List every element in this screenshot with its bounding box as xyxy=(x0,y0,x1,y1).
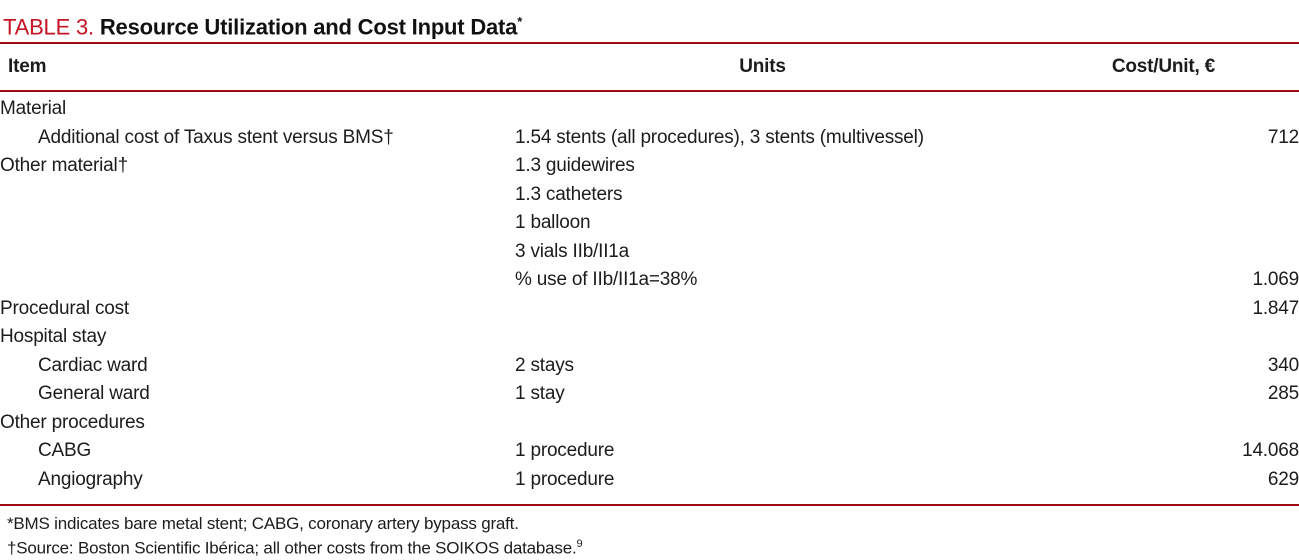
units-cell: 1 procedure xyxy=(515,440,615,461)
units-cell xyxy=(515,95,1010,124)
item-cell: Additional cost of Taxus stent versus BM… xyxy=(38,126,394,148)
table-row: % use of IIb/II1a=38% 1.069 xyxy=(0,266,1299,295)
item-cell: Other material† xyxy=(0,155,128,176)
table-row: Additional cost of Taxus stent versus BM… xyxy=(0,124,1299,153)
table-row: Other procedures xyxy=(0,409,1299,438)
cost-cell xyxy=(1010,181,1299,210)
units-cell: 1.3 guidewires xyxy=(515,155,635,176)
page-title: TABLE 3. Resource Utilization and Cost I… xyxy=(0,0,1299,42)
top-rule xyxy=(0,42,1299,44)
bottom-rule xyxy=(0,504,1299,506)
units-cell: 1 balloon xyxy=(515,212,591,233)
title-footnote-marker: * xyxy=(517,14,523,29)
footnote-asterisk: *BMS indicates bare metal stent; CABG, c… xyxy=(7,514,519,533)
cost-cell xyxy=(1010,323,1299,352)
cost-cell: 1.069 xyxy=(1252,269,1299,290)
table-row: CABG 1 procedure 14.068 xyxy=(0,437,1299,466)
cost-cell: 1.847 xyxy=(1252,297,1299,319)
cost-cell xyxy=(1010,409,1299,438)
units-cell: 1 procedure xyxy=(515,468,615,490)
item-cell: General ward xyxy=(38,383,150,404)
units-cell: 1.54 stents (all procedures), 3 stents (… xyxy=(515,126,924,148)
footnote-dagger: †Source: Boston Scientific Ibérica; all … xyxy=(7,534,1299,559)
table-title-text: Resource Utilization and Cost Input Data xyxy=(93,14,518,40)
data-table: Material Additional cost of Taxus stent … xyxy=(0,95,1299,494)
item-cell: Procedural cost xyxy=(0,297,130,319)
table-row: Hospital stay xyxy=(0,323,1299,352)
footnote-reference-number: 9 xyxy=(576,538,583,550)
table-row: Material xyxy=(0,95,1299,124)
cost-cell: 14.068 xyxy=(1242,440,1299,461)
units-cell: 1.3 catheters xyxy=(515,183,623,205)
table-row: Procedural cost 1.847 xyxy=(0,295,1299,324)
item-cell: Material xyxy=(0,98,66,119)
table-header-row: Item Units Cost/Unit, € xyxy=(0,44,1299,90)
cost-cell xyxy=(1010,209,1299,238)
cost-cell: 712 xyxy=(1267,126,1299,148)
item-cell: Angiography xyxy=(38,468,143,490)
units-cell: 1 stay xyxy=(515,383,565,404)
item-cell xyxy=(0,181,515,210)
units-cell xyxy=(515,409,1010,438)
cost-cell: 285 xyxy=(1267,383,1299,404)
table-row: 1.3 catheters xyxy=(0,181,1299,210)
table-row: Angiography 1 procedure 629 xyxy=(0,466,1299,495)
cost-cell: 340 xyxy=(1267,354,1299,376)
column-header-units: Units xyxy=(739,56,786,77)
units-cell: 2 stays xyxy=(515,354,574,376)
cost-cell xyxy=(1010,238,1299,267)
cost-cell xyxy=(1010,95,1299,124)
table-number-label: TABLE 3. xyxy=(3,14,94,40)
item-cell xyxy=(0,238,515,267)
units-cell: 3 vials IIb/II1a xyxy=(515,240,630,262)
item-cell: CABG xyxy=(38,440,92,461)
cost-cell: 629 xyxy=(1267,468,1299,490)
table-row: Other material† 1.3 guidewires xyxy=(0,152,1299,181)
table-row: General ward 1 stay 285 xyxy=(0,380,1299,409)
column-header-item: Item xyxy=(8,56,47,77)
cost-cell xyxy=(1010,152,1299,181)
item-cell: Cardiac ward xyxy=(38,354,148,376)
item-cell xyxy=(0,266,515,295)
item-cell: Other procedures xyxy=(0,411,145,433)
footnote-dagger-text: †Source: Boston Scientific Ibérica; all … xyxy=(7,538,577,558)
table-row: Cardiac ward 2 stays 340 xyxy=(0,352,1299,381)
units-cell xyxy=(515,295,1010,324)
header-rule xyxy=(0,90,1299,92)
units-cell: % use of IIb/II1a=38% xyxy=(515,269,698,290)
table-row: 3 vials IIb/II1a xyxy=(0,238,1299,267)
item-cell: Hospital stay xyxy=(0,326,107,347)
footnotes: *BMS indicates bare metal stent; CABG, c… xyxy=(0,506,1299,559)
column-header-cost: Cost/Unit, € xyxy=(1111,56,1215,77)
units-cell xyxy=(515,323,1010,352)
table-row: 1 balloon xyxy=(0,209,1299,238)
item-cell xyxy=(0,209,515,238)
